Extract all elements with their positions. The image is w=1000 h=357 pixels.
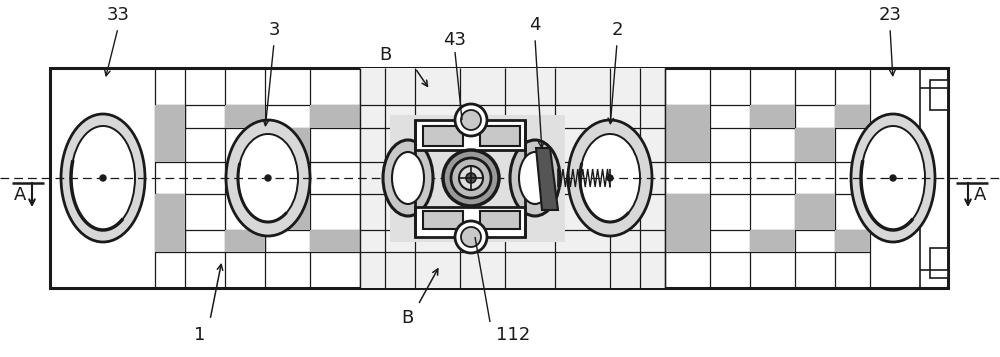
Text: 23: 23 (879, 6, 902, 24)
Circle shape (451, 158, 491, 198)
Bar (155, 194, 185, 230)
Text: 1: 1 (194, 326, 206, 344)
Polygon shape (536, 148, 558, 210)
Circle shape (466, 173, 476, 183)
Bar (155, 128, 185, 162)
Bar (480, 126, 520, 146)
Text: B: B (401, 309, 413, 327)
Text: 43: 43 (444, 31, 466, 49)
Ellipse shape (510, 140, 560, 216)
Bar (155, 105, 185, 128)
Bar (835, 230, 870, 252)
Circle shape (461, 110, 481, 130)
Circle shape (459, 166, 483, 190)
Bar (265, 194, 310, 230)
Bar (310, 230, 360, 252)
Bar (750, 230, 795, 252)
Bar (795, 194, 835, 230)
Ellipse shape (392, 152, 424, 204)
Bar (480, 211, 520, 229)
Bar (360, 68, 665, 288)
Ellipse shape (383, 140, 433, 216)
Ellipse shape (851, 114, 935, 242)
Circle shape (443, 150, 499, 206)
Circle shape (607, 175, 613, 181)
Ellipse shape (861, 126, 925, 230)
Bar (835, 105, 870, 128)
Bar (423, 126, 463, 146)
Text: 2: 2 (611, 21, 623, 39)
Bar (155, 230, 185, 252)
Ellipse shape (568, 120, 652, 236)
Ellipse shape (580, 134, 640, 222)
Bar (390, 115, 565, 242)
Bar (415, 120, 525, 150)
Text: 33: 33 (106, 6, 130, 24)
Bar (225, 105, 265, 128)
Text: 4: 4 (529, 16, 541, 34)
Text: A: A (974, 186, 986, 204)
Text: 3: 3 (268, 21, 280, 39)
Bar (665, 230, 710, 252)
Circle shape (461, 227, 481, 247)
Circle shape (265, 175, 271, 181)
Bar (423, 211, 463, 229)
Bar (930, 248, 948, 278)
Bar (930, 80, 948, 110)
Text: A: A (14, 186, 26, 204)
Circle shape (100, 175, 106, 181)
Ellipse shape (61, 114, 145, 242)
Ellipse shape (238, 134, 298, 222)
Bar (310, 105, 360, 128)
Ellipse shape (226, 120, 310, 236)
Circle shape (455, 104, 487, 136)
Bar (225, 230, 265, 252)
Bar (415, 207, 525, 237)
Text: 112: 112 (496, 326, 530, 344)
Bar (750, 105, 795, 128)
Ellipse shape (519, 152, 551, 204)
Circle shape (890, 175, 896, 181)
Bar (265, 128, 310, 162)
Circle shape (455, 221, 487, 253)
Text: B: B (379, 46, 391, 64)
Bar (665, 105, 710, 128)
Bar (665, 128, 710, 162)
Bar (50, 68, 948, 288)
Bar (665, 194, 710, 230)
Bar (795, 128, 835, 162)
Ellipse shape (71, 126, 135, 230)
